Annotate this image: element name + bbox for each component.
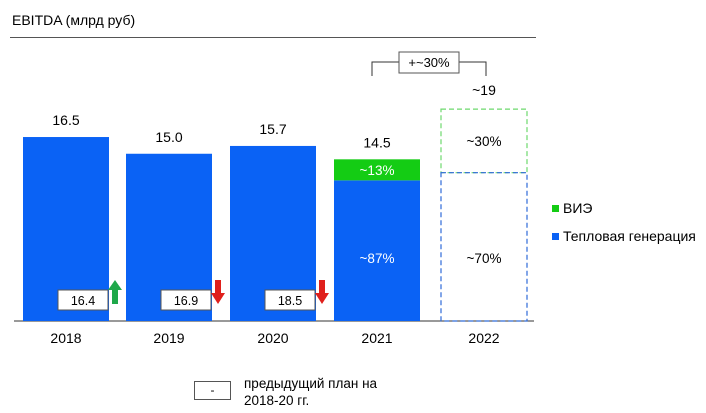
bar-segment-thermal-2021 — [334, 180, 420, 321]
previous-plan-box-2019 — [160, 289, 212, 311]
share-label-thermal-2022: ~70% — [467, 251, 502, 266]
bar-segment-vie-2021 — [334, 159, 420, 181]
bar-segment-thermal-forecast-2022 — [440, 172, 528, 322]
growth-label-box — [398, 51, 460, 74]
title-divider — [10, 37, 536, 38]
previous-plan-key-box: - — [194, 381, 231, 400]
share-label-thermal-2021: ~87% — [360, 251, 395, 266]
legend-item-vie: ВИЭ — [552, 200, 592, 216]
legend-swatch-vie — [552, 204, 559, 212]
total-label-2022: ~19 — [472, 82, 496, 98]
share-label-vie-2022: ~30% — [467, 134, 502, 149]
legend-label-thermal: Тепловая генерация — [563, 228, 696, 244]
arrow-down-icon — [211, 280, 225, 304]
arrow-up-icon — [108, 280, 122, 304]
category-label-2022: 2022 — [468, 330, 499, 346]
arrow-down-icon — [315, 280, 329, 304]
chart-title: EBITDA (млрд руб) — [12, 12, 136, 28]
share-label-vie-2021: ~13% — [360, 163, 395, 178]
previous-plan-box-2020 — [264, 289, 316, 311]
total-label-2020: 15.7 — [259, 121, 286, 137]
growth-label: +~30% — [408, 55, 450, 70]
legend-swatch-thermal — [552, 232, 559, 240]
previous-plan-value-2019: 16.9 — [174, 294, 198, 308]
category-label-2019: 2019 — [153, 330, 184, 346]
legend-item-thermal: Тепловая генерация — [552, 228, 696, 244]
category-label-2018: 2018 — [50, 330, 81, 346]
total-label-2019: 15.0 — [155, 129, 182, 145]
category-label-2021: 2021 — [361, 330, 392, 346]
total-label-2021: 14.5 — [363, 134, 390, 150]
previous-plan-box-2018 — [57, 289, 109, 311]
previous-plan-value-2018: 16.4 — [71, 294, 95, 308]
total-label-2018: 16.5 — [52, 112, 79, 128]
previous-plan-value-2020: 18.5 — [278, 294, 302, 308]
legend-label-vie: ВИЭ — [563, 200, 593, 216]
previous-plan-key-text: предыдущий план на 2018-20 гг. — [244, 376, 378, 408]
category-label-2020: 2020 — [257, 330, 288, 346]
